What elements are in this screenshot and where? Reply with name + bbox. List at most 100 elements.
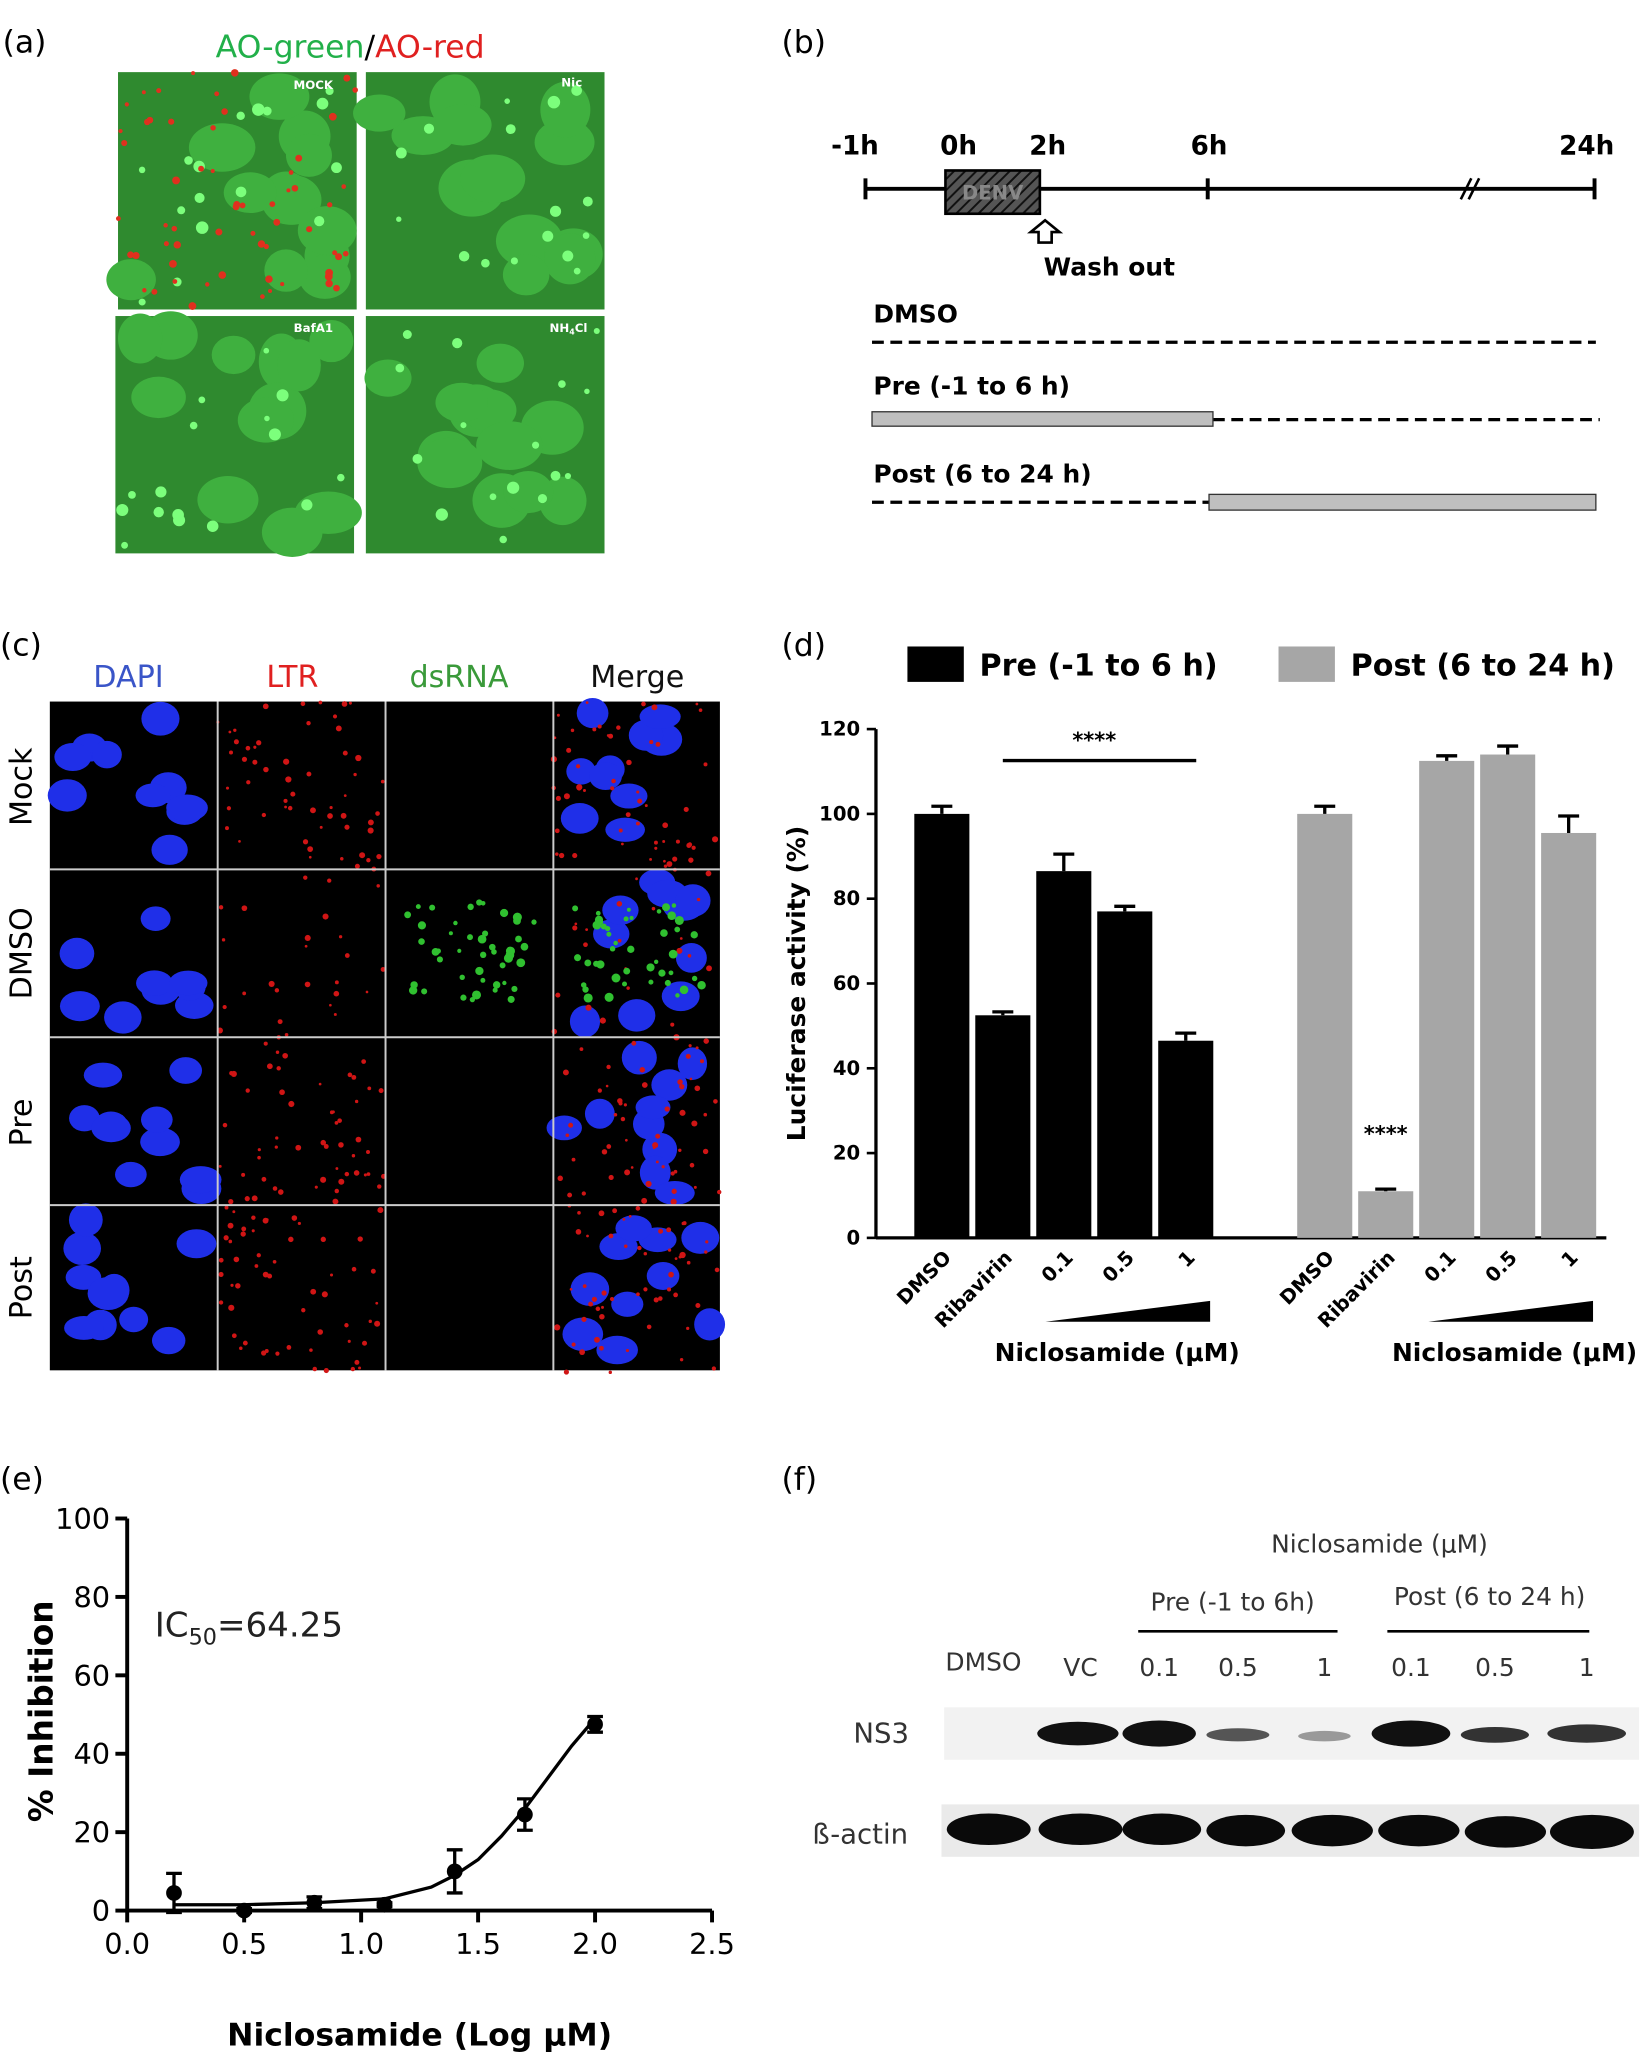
row-label: Mock	[4, 747, 39, 826]
lysotracker	[599, 1313, 605, 1320]
lysotracker	[608, 1233, 614, 1239]
acidic-vesicle	[342, 250, 349, 257]
dsrna	[623, 916, 629, 922]
nucleus	[353, 94, 406, 132]
lysotracker	[689, 1077, 693, 1081]
nucleolus	[276, 389, 289, 402]
error-bar	[1558, 814, 1580, 833]
lysotracker	[376, 884, 380, 888]
lysotracker	[588, 1301, 594, 1307]
lysotracker	[655, 1160, 659, 1164]
data-point	[587, 1716, 603, 1733]
lysotracker	[277, 1019, 283, 1025]
dsrna	[479, 951, 487, 959]
lysotracker	[257, 1155, 261, 1160]
dsrna	[629, 915, 634, 920]
acidic-vesicle	[218, 271, 227, 279]
bar	[914, 813, 970, 1238]
lysotracker	[631, 1040, 637, 1046]
dsrna	[515, 935, 522, 943]
lysotracker	[651, 704, 658, 711]
nucleus	[584, 1098, 615, 1129]
dsrna	[520, 942, 529, 951]
error-bar	[1053, 852, 1075, 872]
lysotracker	[625, 1348, 630, 1353]
lysotracker	[695, 1303, 701, 1309]
nucleus	[104, 1001, 142, 1034]
y-axis-label: % Inhibition	[22, 1600, 60, 1822]
nucleus	[502, 254, 550, 296]
acidic-vesicle	[341, 184, 347, 189]
lysotracker	[228, 730, 232, 734]
lysotracker	[290, 791, 296, 797]
nucleolus	[173, 514, 186, 527]
image-label: Nic	[561, 76, 582, 90]
lysotracker	[689, 1162, 695, 1168]
data-point	[306, 1894, 323, 1911]
dsrna	[502, 980, 507, 986]
acidic-vesicle	[141, 90, 146, 95]
dsrna	[664, 979, 671, 987]
lysotracker	[655, 1133, 661, 1139]
nucleus	[297, 206, 357, 256]
nucleolus	[537, 493, 548, 504]
lysotracker	[582, 789, 586, 792]
lane-label: DMSO	[945, 1648, 1021, 1677]
dsrna	[448, 931, 453, 936]
lysotracker	[218, 1271, 224, 1278]
column-header: DAPI	[93, 660, 163, 695]
condition-label: Post (6 to 24 h)	[873, 460, 1091, 489]
lysotracker	[688, 1044, 692, 1048]
lysotracker	[667, 1287, 672, 1292]
panel-label: (b)	[782, 24, 827, 60]
lysotracker	[351, 1154, 356, 1158]
dsrna	[467, 903, 474, 911]
label-sub: 4	[569, 327, 575, 336]
lysotracker	[641, 1082, 648, 1088]
row-label: Post	[4, 1256, 39, 1319]
nucleus	[47, 779, 87, 812]
lysotracker	[374, 1320, 381, 1327]
lysotracker	[585, 701, 589, 705]
lysotracker	[679, 1251, 686, 1259]
band	[1038, 1813, 1123, 1846]
lysotracker	[274, 988, 280, 993]
lysotracker	[233, 739, 239, 745]
lysotracker	[312, 1366, 318, 1372]
nucleolus	[458, 251, 470, 262]
lysotracker	[636, 1292, 640, 1297]
nucleus	[460, 154, 526, 204]
nucleus	[675, 942, 707, 973]
dashed-lines	[872, 340, 1600, 504]
lysotracker	[225, 826, 229, 831]
acidic-vesicle	[188, 302, 197, 310]
lysotracker	[276, 1066, 281, 1071]
lysotracker	[354, 863, 360, 869]
blot	[941, 1707, 1640, 1857]
nucleus	[91, 1114, 131, 1143]
lysotracker	[228, 1199, 234, 1205]
lysotracker	[711, 1366, 717, 1371]
acidic-vesicle	[260, 294, 265, 299]
lysotracker	[317, 1329, 324, 1335]
lysotracker	[563, 1369, 569, 1375]
acidic-vesicle	[210, 168, 215, 174]
nucleus	[661, 981, 700, 1012]
lysotracker	[232, 1210, 236, 1214]
ic50-sub: 50	[189, 1624, 217, 1650]
ic50-annotation: IC50=64.25	[155, 1606, 343, 1651]
lysotracker	[218, 1164, 222, 1168]
lysotracker	[334, 1188, 340, 1194]
lysotracker	[616, 725, 621, 730]
lysotracker	[571, 1342, 576, 1347]
dsrna	[592, 920, 602, 930]
column-header: dsRNA	[409, 660, 508, 695]
lysotracker	[283, 758, 290, 765]
confocal-grid	[47, 698, 726, 1375]
acidic-vesicle	[280, 282, 285, 287]
acidic-vesicle	[169, 259, 177, 268]
column-header: LTR	[266, 660, 318, 695]
nucleolus	[571, 85, 582, 96]
lysotracker	[555, 992, 561, 998]
lysotracker	[610, 786, 615, 791]
